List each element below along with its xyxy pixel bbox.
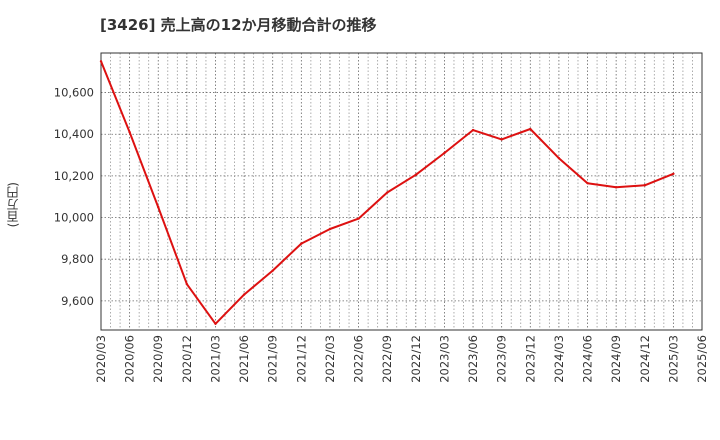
- plot-area: [101, 53, 702, 330]
- data-point: [99, 60, 103, 63]
- x-tick-label: 2024/03: [552, 335, 566, 383]
- y-tick-label: 9,600: [61, 294, 94, 308]
- data-point: [471, 128, 475, 132]
- x-tick-label: 2020/03: [94, 335, 108, 383]
- x-tick-label: 2023/09: [495, 335, 509, 383]
- x-tick-label: 2020/06: [123, 335, 137, 383]
- x-tick-label: 2025/06: [695, 335, 709, 383]
- data-point: [614, 186, 618, 189]
- data-point: [643, 184, 646, 187]
- data-point: [128, 130, 131, 134]
- y-tick-label: 10,400: [54, 127, 94, 141]
- data-point: [300, 242, 303, 245]
- data-point: [529, 127, 532, 131]
- x-tick-label: 2021/03: [208, 335, 222, 383]
- data-point: [586, 181, 589, 185]
- data-point: [271, 269, 274, 272]
- x-tick-label: 2022/03: [323, 335, 337, 383]
- y-tick-label: 10,200: [54, 169, 94, 183]
- x-tick-label: 2023/03: [437, 335, 451, 383]
- data-point: [672, 172, 675, 175]
- data-point: [385, 191, 389, 194]
- data-point: [214, 322, 217, 325]
- y-tick-label: 10,000: [54, 211, 94, 225]
- x-tick-label: 2021/09: [266, 335, 280, 383]
- x-tick-label: 2023/12: [523, 335, 537, 383]
- x-tick-label: 2021/06: [237, 335, 251, 383]
- data-point: [357, 217, 360, 220]
- x-tick-label: 2020/12: [180, 335, 194, 383]
- x-tick-label: 2024/12: [638, 335, 652, 383]
- data-point: [443, 151, 446, 155]
- data-point: [500, 138, 503, 141]
- x-tick-label: 2022/09: [380, 335, 394, 383]
- data-point: [157, 205, 160, 209]
- x-tick-label: 2021/12: [294, 335, 308, 383]
- data-point: [557, 156, 561, 160]
- data-point: [328, 227, 332, 231]
- y-tick-label: 10,600: [54, 86, 94, 100]
- x-tick-label: 2022/06: [352, 335, 366, 383]
- chart-title: [3426] 売上高の12か月移動合計の推移: [100, 16, 377, 34]
- x-tick-label: 2023/06: [466, 335, 480, 383]
- data-point: [414, 173, 418, 177]
- x-tick-label: 2025/03: [666, 335, 680, 383]
- x-tick-label: 2024/09: [609, 335, 623, 383]
- x-tick-label: 2024/06: [581, 335, 595, 383]
- x-tick-label: 2020/09: [151, 335, 165, 383]
- plot-frame: [100, 52, 703, 331]
- data-point: [242, 293, 246, 296]
- y-tick-label: 9,800: [61, 252, 94, 266]
- x-tick-label: 2022/12: [409, 335, 423, 383]
- data-point: [185, 282, 189, 286]
